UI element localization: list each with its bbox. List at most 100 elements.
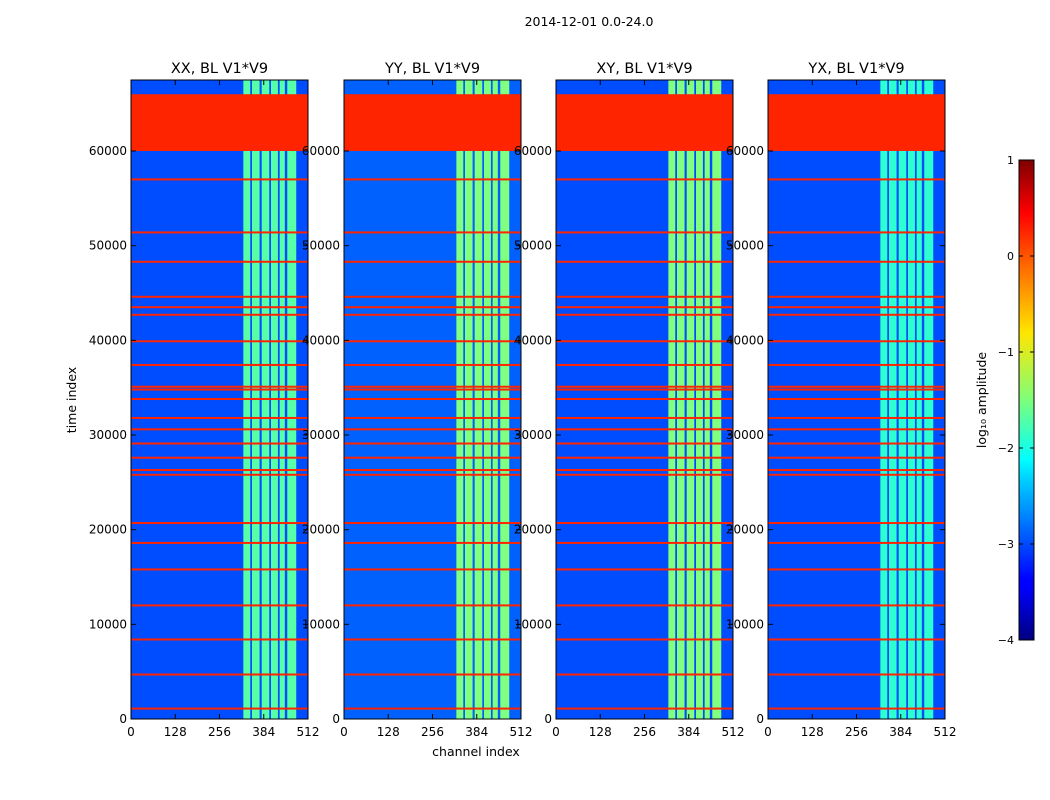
flagged-line-10 [131, 442, 308, 445]
flagged-line-11 [556, 428, 733, 431]
flagged-line-17 [131, 340, 308, 343]
y-tick-label: 40000 [514, 333, 552, 347]
panel-0: XX, BL V1*V9 0 128 256 384 512 0 10000 20000 3000… [89, 61, 320, 739]
flagged-line-5 [131, 541, 308, 544]
colorbar-tick-label: −2 [998, 442, 1014, 455]
y-tick-label: 50000 [302, 239, 340, 253]
flagged-line-4 [131, 568, 308, 571]
x-tick-label: 256 [421, 725, 444, 739]
colorbar-gradient [1018, 159, 1035, 641]
flagged-line-4 [768, 568, 945, 571]
flagged-line-9 [344, 456, 521, 459]
x-tick-label: 128 [164, 725, 187, 739]
x-tick-label: 384 [465, 725, 488, 739]
panel-1: YY, BL V1*V9 0 128 256 384 512 0 10000 20000 3000… [302, 61, 533, 739]
y-tick-label: 60000 [726, 144, 764, 158]
flagged-line-2 [556, 638, 733, 641]
y-tick-label: 10000 [726, 617, 764, 631]
flagged-line-6 [768, 522, 945, 525]
x-tick-label: 256 [633, 725, 656, 739]
y-tick-label: 0 [119, 712, 127, 726]
flagged-line-22 [344, 231, 521, 234]
flagged-line-12 [344, 416, 521, 419]
x-axis-label: channel index [432, 744, 520, 759]
flagged-line-9 [556, 456, 733, 459]
flagged-line-8 [556, 469, 733, 472]
flagged-line-5 [768, 541, 945, 544]
x-tick-label: 512 [297, 725, 320, 739]
y-tick-label: 60000 [302, 144, 340, 158]
flagged-line-23 [768, 178, 945, 181]
flagged-line-12 [556, 416, 733, 419]
y-tick-label: 40000 [302, 333, 340, 347]
x-tick-label: 256 [208, 725, 231, 739]
y-tick-label: 20000 [726, 523, 764, 537]
flagged-line-8 [344, 469, 521, 472]
colorbar-ticks: 1 0 −1 −2 −3 −4 [998, 154, 1034, 647]
colorbar-tick-label: 1 [1007, 154, 1014, 167]
flagged-line-4 [556, 568, 733, 571]
panel-2: XY, BL V1*V9 0 128 256 384 512 0 10000 20000 3000… [514, 61, 745, 739]
y-tick-label: 30000 [89, 428, 127, 442]
x-tick-label: 0 [340, 725, 348, 739]
flagged-line-19 [556, 306, 733, 309]
y-tick-label: 20000 [89, 523, 127, 537]
flagged-line-15 [131, 385, 308, 388]
flagged-line-15 [344, 385, 521, 388]
flagged-line-14 [131, 388, 308, 391]
y-tick-label: 30000 [726, 428, 764, 442]
colorbar-tick-label: −3 [998, 538, 1014, 551]
colorbar-label: log₁₀ amplitude [974, 352, 989, 449]
flagged-line-3 [768, 604, 945, 607]
panel-title: XY, BL V1*V9 [596, 61, 692, 77]
flagged-line-0 [344, 707, 521, 710]
flagged-line-3 [556, 604, 733, 607]
flagged-line-23 [344, 178, 521, 181]
flagged-line-21 [556, 260, 733, 263]
y-tick-label: 0 [544, 712, 552, 726]
flagged-line-6 [556, 522, 733, 525]
flagged-line-10 [768, 442, 945, 445]
flagged-line-21 [344, 260, 521, 263]
flagged-line-11 [344, 428, 521, 431]
y-tick-label: 20000 [302, 523, 340, 537]
x-tick-label: 128 [801, 725, 824, 739]
flagged-line-16 [768, 363, 945, 366]
flagged-line-20 [768, 295, 945, 298]
flagged-line-20 [344, 295, 521, 298]
flagged-line-6 [344, 522, 521, 525]
flagged-line-0 [556, 707, 733, 710]
y-tick-label: 0 [756, 712, 764, 726]
flagged-block [344, 94, 521, 151]
flagged-line-17 [344, 340, 521, 343]
flagged-line-11 [131, 428, 308, 431]
colorbar-tick-label: 0 [1007, 250, 1014, 263]
flagged-line-16 [131, 363, 308, 366]
flagged-line-18 [768, 313, 945, 316]
y-tick-label: 30000 [302, 428, 340, 442]
flagged-line-2 [768, 638, 945, 641]
flagged-line-18 [344, 313, 521, 316]
flagged-line-3 [344, 604, 521, 607]
flagged-line-12 [131, 416, 308, 419]
y-tick-label: 50000 [726, 239, 764, 253]
y-tick-label: 0 [332, 712, 340, 726]
flagged-line-20 [556, 295, 733, 298]
flagged-line-9 [131, 456, 308, 459]
flagged-line-14 [344, 388, 521, 391]
flagged-line-20 [131, 295, 308, 298]
flagged-line-15 [768, 385, 945, 388]
y-tick-label: 30000 [514, 428, 552, 442]
flagged-line-11 [768, 428, 945, 431]
flagged-line-0 [768, 707, 945, 710]
flagged-line-0 [131, 707, 308, 710]
flagged-line-8 [768, 469, 945, 472]
x-tick-label: 128 [589, 725, 612, 739]
flagged-line-19 [131, 306, 308, 309]
flagged-line-7 [768, 473, 945, 476]
x-tick-label: 384 [889, 725, 912, 739]
flagged-line-19 [344, 306, 521, 309]
x-tick-label: 512 [510, 725, 533, 739]
flagged-line-7 [131, 473, 308, 476]
flagged-line-6 [131, 522, 308, 525]
